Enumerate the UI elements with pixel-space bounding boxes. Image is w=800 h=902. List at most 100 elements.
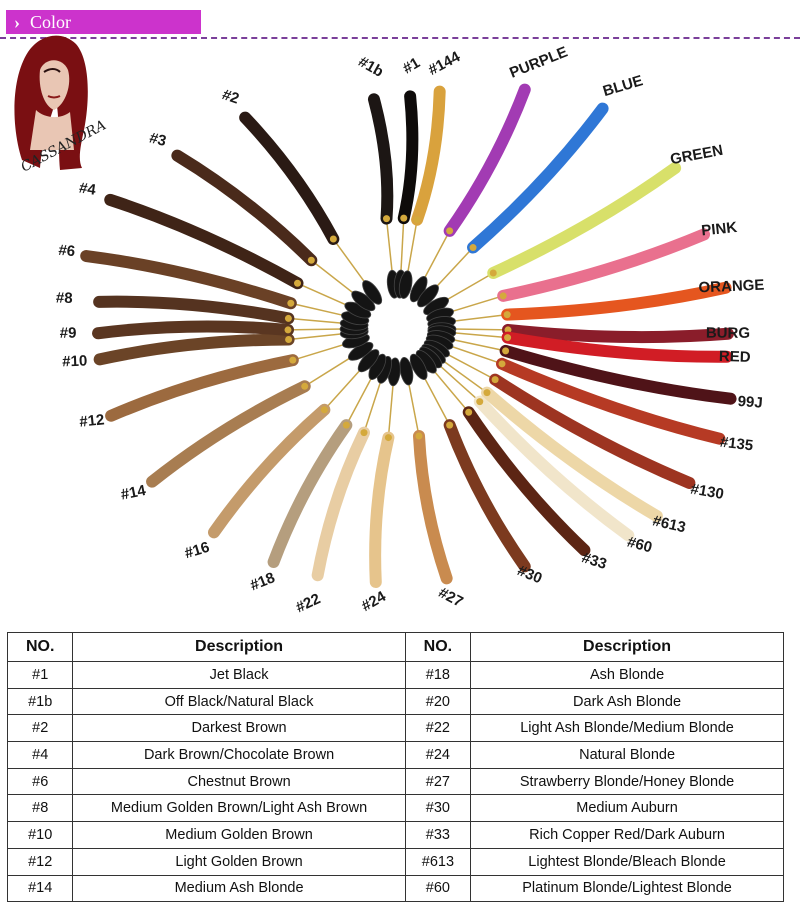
swatch-strand — [480, 386, 663, 523]
swatch-clip — [285, 335, 293, 343]
swatch-clip — [499, 292, 507, 300]
color-description-table: NO. Description NO. Description #1 Jet Bl… — [6, 632, 784, 902]
table-header-row: NO. Description NO. Description — [6, 632, 784, 662]
cell-no: #27 — [404, 767, 472, 796]
ring-clips — [339, 269, 457, 387]
swatch-strand — [105, 354, 299, 422]
swatch-label: 99J — [737, 393, 763, 412]
swatch-strand — [443, 419, 531, 573]
swatch-strand — [501, 281, 732, 321]
cell-no: #22 — [404, 714, 472, 743]
swatch-clip — [294, 279, 302, 287]
swatch-strand — [467, 102, 609, 254]
cell-no: #12 — [6, 847, 74, 876]
swatch-clip — [329, 235, 337, 243]
swatch-strand — [501, 323, 734, 344]
swatch-clip — [446, 227, 454, 235]
swatch-strand — [239, 111, 340, 246]
swatch-label: #4 — [78, 180, 98, 199]
swatch-strand — [411, 85, 446, 226]
swatch-clip — [413, 216, 421, 224]
swatch-strand — [367, 93, 394, 225]
cell-no: #6 — [6, 767, 74, 796]
cell-description: Medium Golden Brown — [72, 821, 406, 849]
swatch-label: #130 — [689, 481, 725, 503]
swatch-clip — [400, 214, 408, 222]
swatch-clip — [476, 398, 484, 406]
portrait-logo-icon — [14, 35, 88, 171]
table-row: #4 Dark Brown/Chocolate Brown #24 Natural B… — [6, 741, 784, 769]
cell-no: #33 — [404, 821, 472, 849]
swatch-strand — [207, 403, 331, 539]
swatch-clip — [307, 256, 315, 264]
cell-description: Jet Black — [72, 661, 406, 689]
swatch-clip — [384, 434, 392, 442]
cell-description: Medium Golden Brown/Light Ash Brown — [72, 794, 406, 823]
cell-no: #613 — [404, 847, 472, 876]
swatch-label: PURPLE — [507, 43, 570, 81]
swatch-clip — [502, 347, 510, 355]
cell-no: #4 — [6, 741, 74, 769]
swatch-label: PINK — [701, 219, 739, 240]
cell-description: Dark Brown/Chocolate Brown — [72, 741, 406, 769]
swatch-clip — [383, 215, 391, 223]
cell-description: Medium Auburn — [470, 794, 784, 823]
swatch-strand — [311, 426, 371, 582]
swatch-strand — [462, 406, 591, 557]
cell-description: Platinum Blonde/Lightest Blonde — [470, 874, 784, 902]
section-title: Color — [30, 12, 72, 32]
cell-no: #18 — [404, 661, 472, 689]
swatch-clip — [360, 429, 368, 437]
cell-no: #24 — [404, 741, 472, 769]
swatch-label: #8 — [56, 290, 73, 308]
cell-no: #1b — [6, 687, 74, 716]
cell-no: #20 — [404, 687, 472, 716]
swatch-clip — [284, 314, 292, 322]
swatch-clip — [415, 432, 423, 440]
swatch-clip — [504, 326, 512, 334]
cell-no: #8 — [6, 794, 74, 823]
swatch-label: BLUE — [601, 72, 645, 100]
swatch-clip — [469, 244, 477, 252]
swatch-clip — [489, 269, 497, 277]
swatch-label: #1 — [400, 54, 423, 77]
swatch-clip — [465, 408, 473, 416]
swatch-strand — [93, 333, 295, 366]
ring-tab — [398, 270, 413, 299]
column-header-no: NO. — [6, 632, 74, 662]
swatch-strand — [80, 250, 297, 310]
cell-no: #30 — [404, 794, 472, 823]
swatch-strand — [499, 344, 737, 405]
swatch-clip — [504, 334, 512, 342]
cell-description: Rich Copper Red/Dark Auburn — [470, 821, 784, 849]
section-header-color: › Color — [6, 10, 201, 34]
ring-tab — [362, 280, 383, 305]
table-row: #2 Darkest Brown #22 Light Ash Blonde/Mediu… — [6, 714, 784, 743]
cell-description: Medium Ash Blonde — [72, 874, 406, 902]
cell-no: #1 — [6, 661, 74, 689]
swatch-label: #60 — [625, 534, 654, 557]
cell-description: Light Ash Blonde/Medium Blonde — [470, 714, 784, 743]
swatch-label: #12 — [79, 411, 106, 431]
ring-tab — [409, 353, 428, 380]
swatch-label: RED — [719, 348, 751, 366]
swatch-clip — [287, 299, 295, 307]
swatch-label: #14 — [119, 482, 147, 504]
swatch-clip — [483, 389, 491, 397]
swatch-label: #22 — [293, 590, 323, 616]
swatch-strand — [412, 429, 453, 585]
cell-description: Strawberry Blonde/Honey Blonde — [470, 767, 784, 796]
swatch-clip — [491, 376, 499, 384]
swatch-strand — [487, 162, 682, 279]
cell-description: Natural Blonde — [470, 741, 784, 769]
swatch-strand — [171, 149, 318, 267]
swatch-label: BURG — [706, 325, 750, 342]
swatch-clip — [446, 421, 454, 429]
column-header-description: Description — [72, 632, 406, 662]
dashed-divider — [0, 37, 800, 39]
cell-description: Lightest Blonde/Bleach Blonde — [470, 847, 784, 876]
swatch-strand — [473, 395, 635, 542]
swatch-clip — [342, 421, 350, 429]
swatch-clip — [320, 406, 328, 414]
cell-description: Dark Ash Blonde — [470, 687, 784, 716]
